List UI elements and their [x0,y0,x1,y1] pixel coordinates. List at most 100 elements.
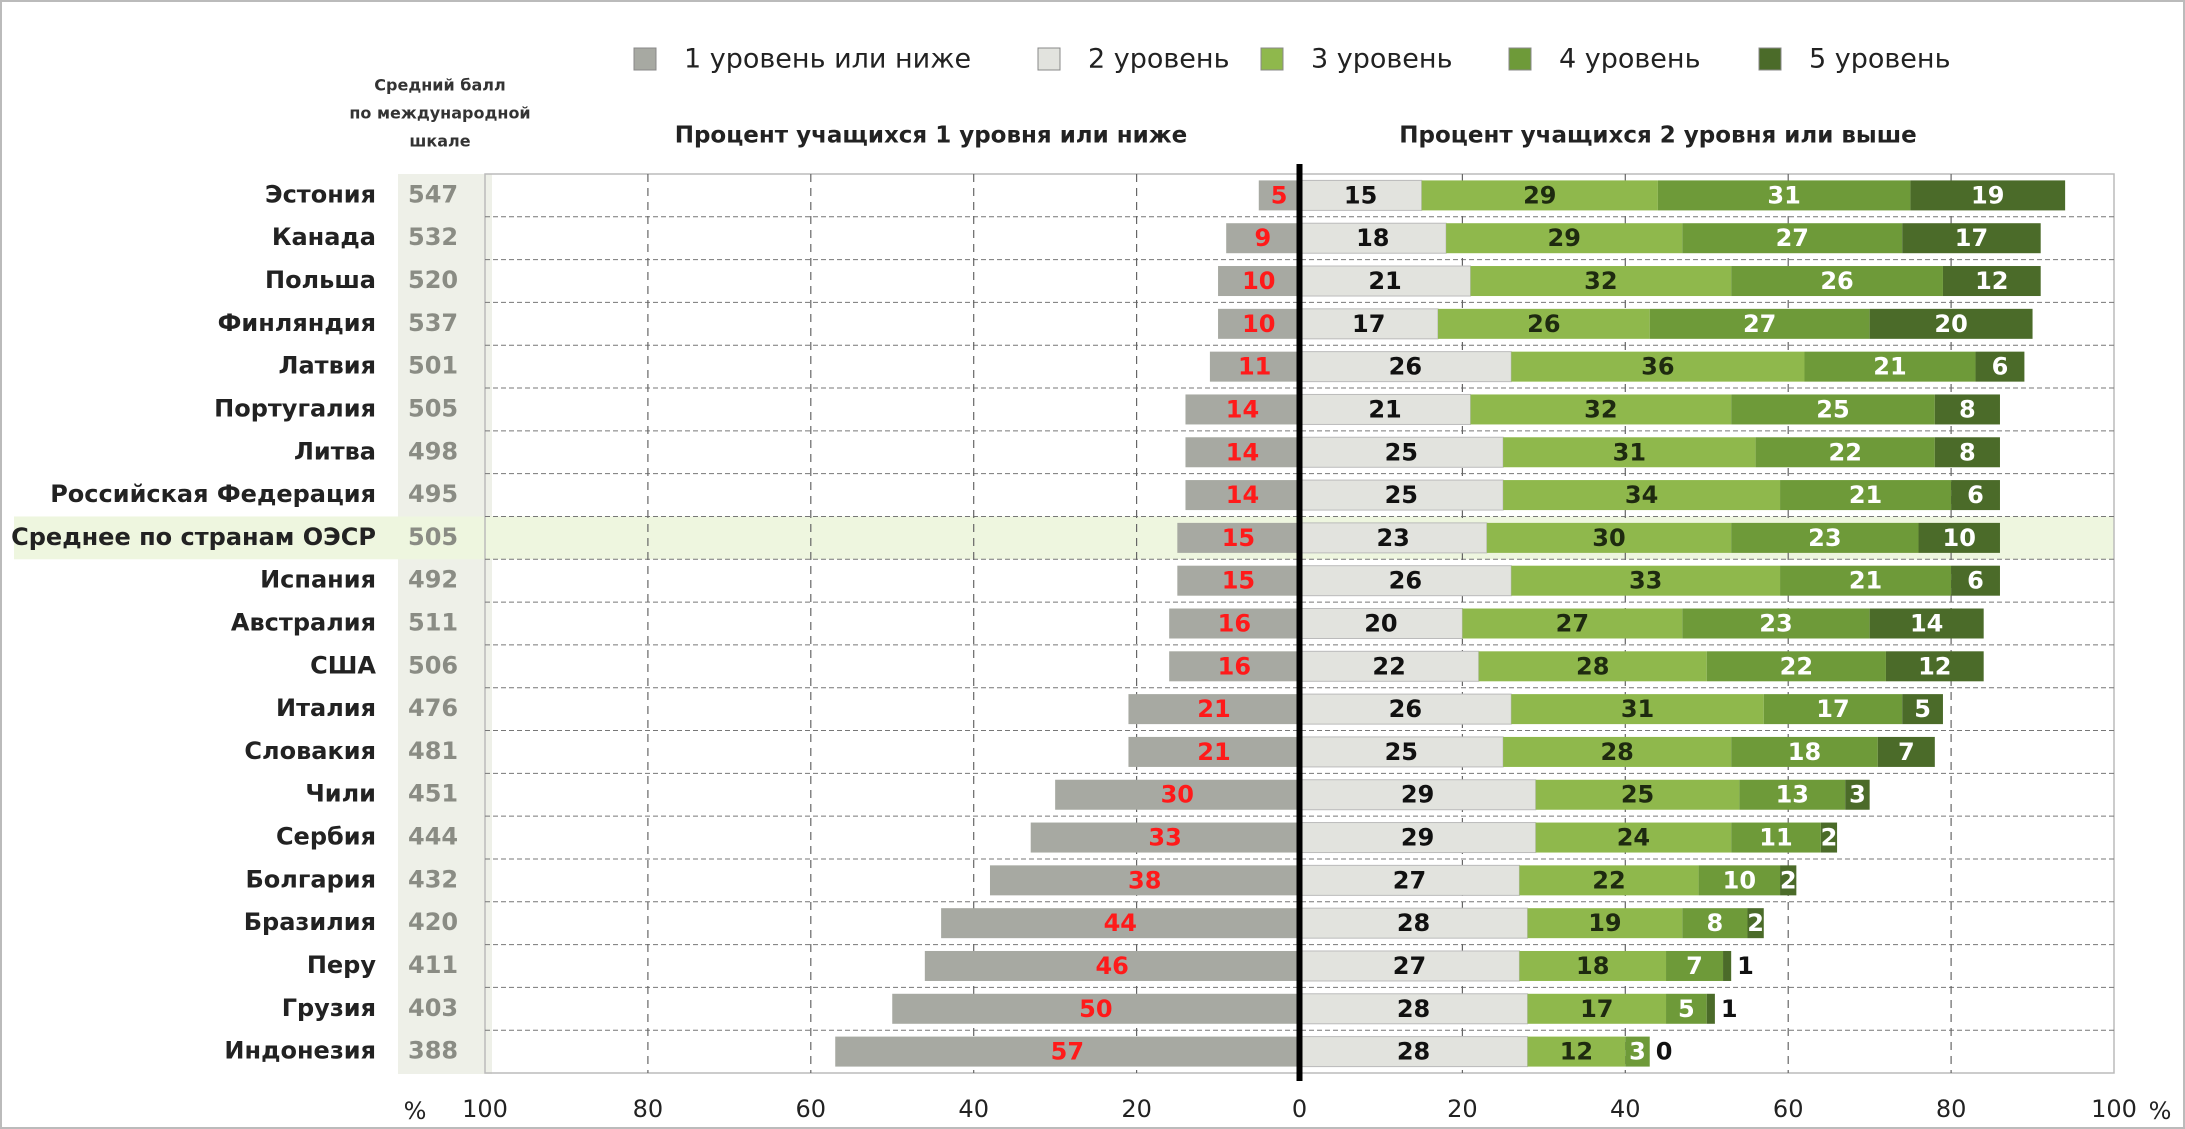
bar-segment [1470,266,1732,297]
value-label: 38 [1128,866,1161,894]
bar-segment [1519,865,1699,896]
value-label: 14 [1226,438,1259,466]
bar-segment [1299,736,1504,768]
bar-segment [835,1036,1300,1067]
bar-segment [1527,993,1667,1024]
value-label: 22 [1592,866,1625,894]
category-label: Испания [260,566,376,594]
value-label: 27 [1393,866,1426,894]
value-label: 19 [1971,181,2004,209]
bar-segment [1934,437,2000,468]
value-label: 22 [1829,438,1862,466]
bar-segment [1519,950,1667,981]
category-label: США [310,651,376,679]
bar-segment [1299,650,1480,682]
bar-segment [1535,822,1732,853]
score-label: 532 [408,223,458,251]
bar-segment [1780,565,1952,596]
value-label: 26 [1527,310,1560,338]
bar-segment [1804,351,1976,382]
bar-segment [1218,308,1300,339]
value-label: 50 [1079,995,1112,1023]
bar-segment [1299,436,1504,468]
bar-segment [1299,993,1529,1025]
value-label: 18 [1788,738,1821,766]
category-label: Австралия [231,609,376,637]
bar-segment [1030,822,1300,853]
category-label: Канада [272,223,376,251]
score-label: 476 [408,694,458,722]
bar-segment [1682,908,1748,939]
value-label: 26 [1820,267,1853,295]
value-label: 8 [1959,395,1976,423]
value-label: 12 [1975,267,2008,295]
bar-segment [1462,608,1683,639]
value-label: 7 [1686,952,1703,980]
value-label: 25 [1385,438,1418,466]
score-label: 498 [408,437,458,465]
score-label: 505 [408,523,458,551]
value-label: 21 [1849,567,1882,595]
bar-segment [1299,222,1447,254]
value-label: 23 [1808,524,1841,552]
value-label: 34 [1625,481,1658,509]
value-label: 12 [1918,652,1951,680]
bar-segment [1209,351,1300,382]
x-tick-label: 60 [1773,1095,1804,1123]
bar-segment [1910,180,2066,211]
bar-segment [1478,651,1707,682]
value-label: 3 [1849,781,1866,809]
bar-segment [1731,822,1821,853]
score-header: шкале [409,132,470,151]
score-label: 505 [408,394,458,422]
value-label: 5 [1914,695,1931,723]
bar-segment [1185,437,1300,468]
legend-swatch [1508,47,1532,71]
bar-segment [1755,437,1935,468]
value-label: 21 [1368,395,1401,423]
value-label: 20 [1364,610,1397,638]
value-label: 1 [1737,952,1754,980]
score-header: Средний балл [374,76,505,95]
value-label: 33 [1148,824,1181,852]
value-label: 14 [1226,395,1259,423]
bar-segment [1299,779,1537,811]
value-label: 25 [1621,781,1654,809]
value-label: 27 [1743,310,1776,338]
bar-segment [1486,522,1732,553]
bar-segment [1226,223,1300,254]
value-label: 20 [1934,310,1967,338]
x-tick-label: 80 [1936,1095,1967,1123]
value-label: 19 [1588,909,1621,937]
value-label: 29 [1401,781,1434,809]
bar-segment [1820,822,1838,853]
bar-segment [1299,565,1512,597]
value-label: 44 [1104,909,1137,937]
bar-segment [1511,694,1764,725]
category-label: Латвия [279,352,376,380]
value-label: 6 [1992,353,2009,381]
score-label: 506 [408,651,458,679]
value-label: 13 [1776,781,1809,809]
x-tick-label: 20 [1121,1095,1152,1123]
bar-segment [1723,950,1732,981]
value-label: 26 [1389,353,1422,381]
bar-segment [1934,394,2000,425]
bar-segment [1918,522,2000,553]
value-label: 15 [1344,181,1377,209]
bar-segment [1731,522,1919,553]
bar-segment [1877,736,1935,767]
bar-segment [1698,865,1781,896]
value-label: 21 [1197,738,1230,766]
bar-segment [1258,180,1300,211]
bar-segment [1845,779,1870,810]
x-tick-label: 100 [462,1095,508,1123]
value-label: 28 [1576,652,1609,680]
x-tick-label: 40 [958,1095,989,1123]
value-label: 10 [1723,866,1756,894]
value-label: 6 [1967,481,1984,509]
bar-segment [1975,351,2025,382]
bar-segment [1902,223,2041,254]
x-tick-label: 100 [2091,1095,2137,1123]
bar-segment [989,865,1300,896]
